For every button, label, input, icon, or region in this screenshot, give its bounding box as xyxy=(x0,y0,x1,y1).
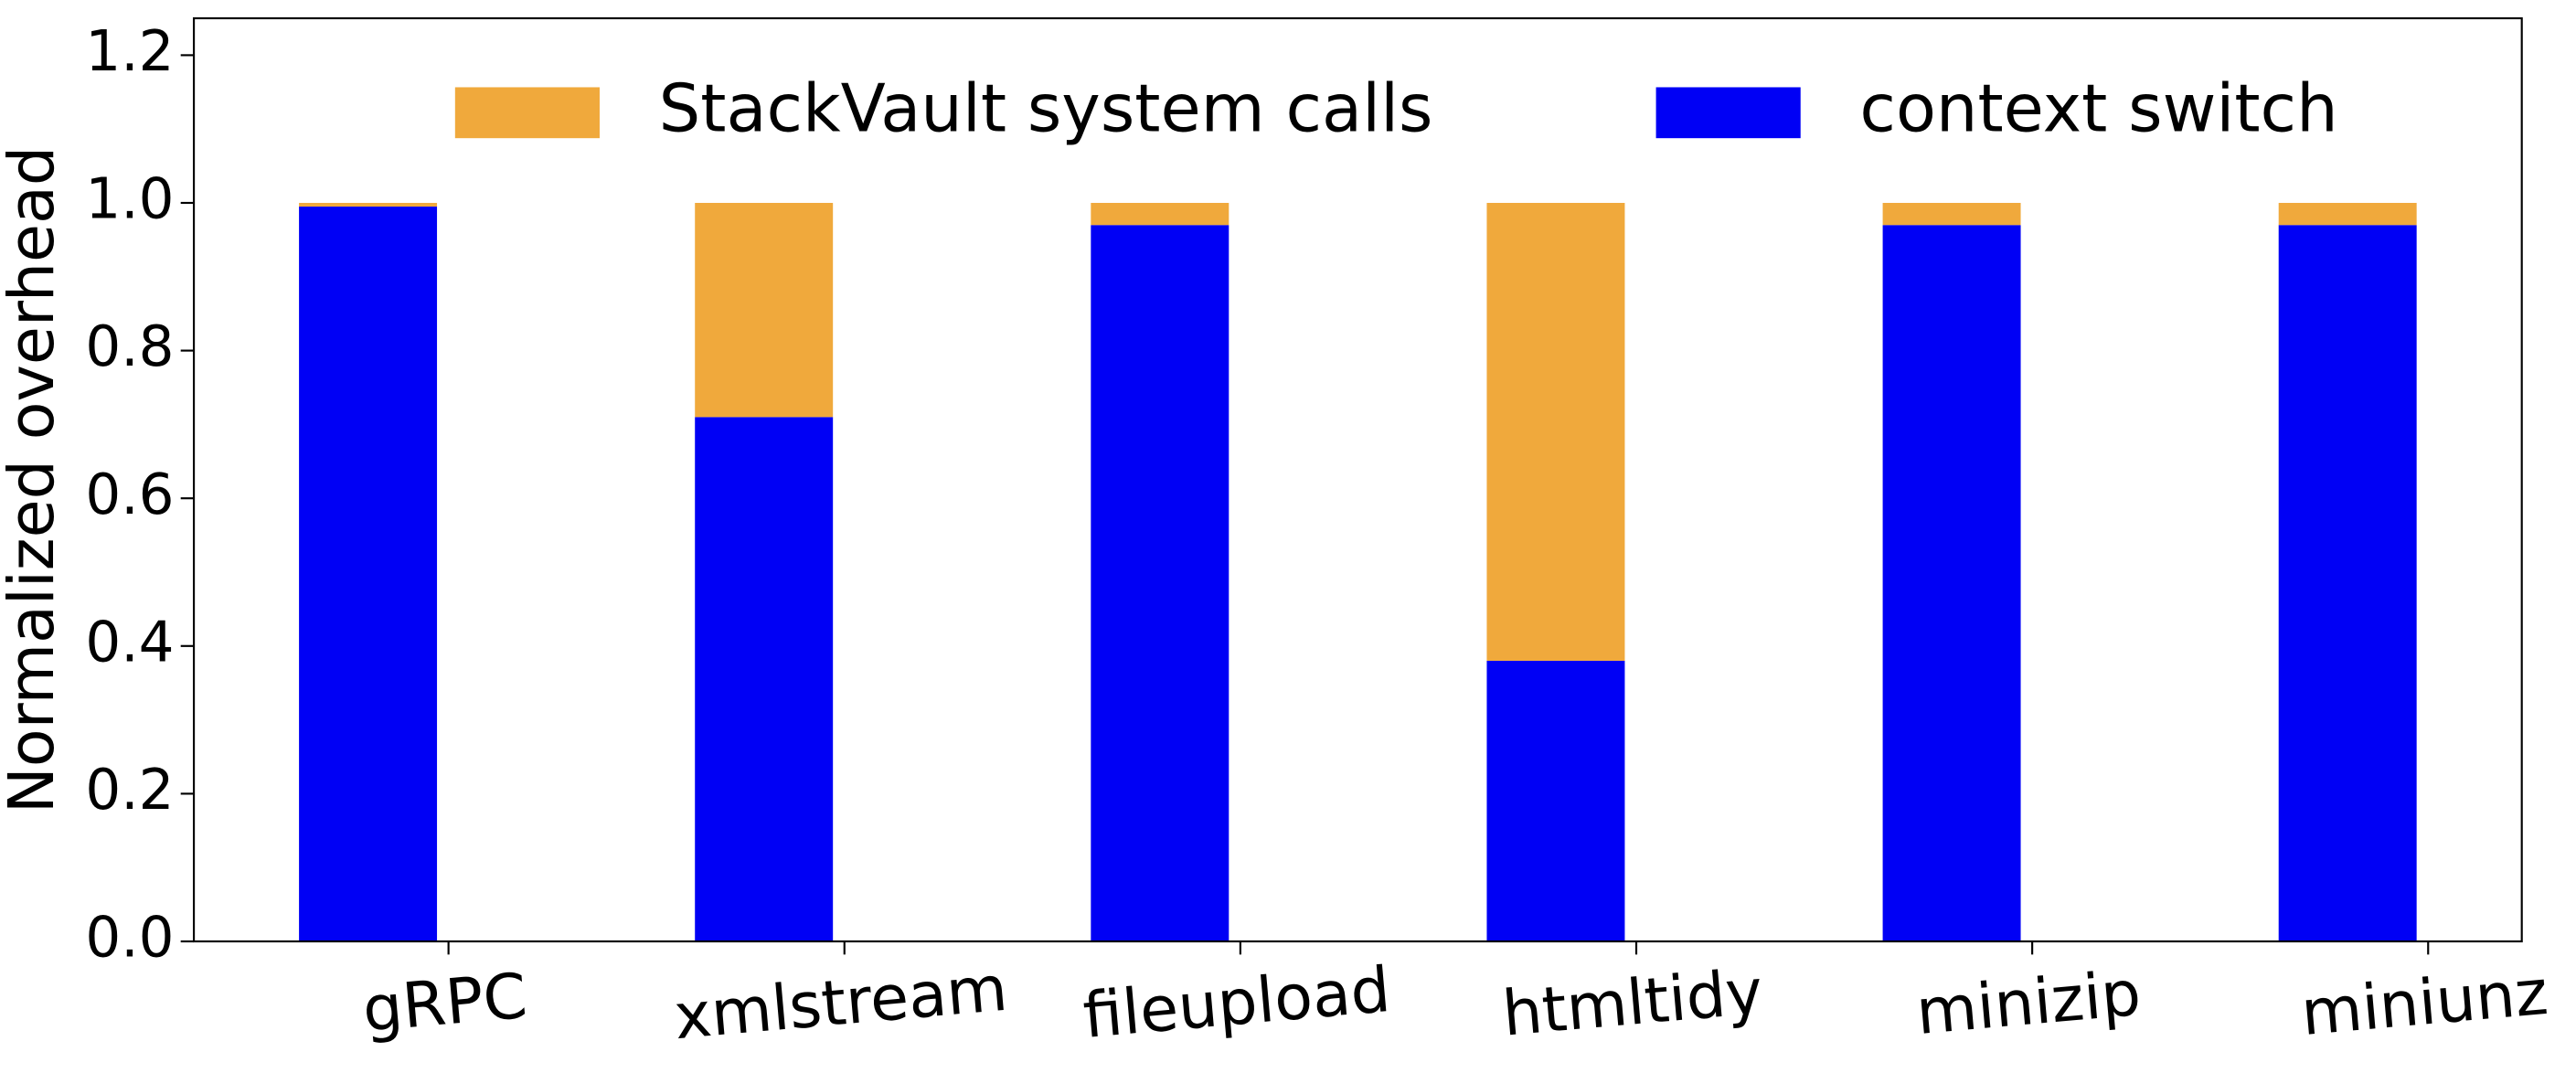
y-tick-label: 0.0 xyxy=(85,906,174,971)
x-tick-label: fileupload xyxy=(1080,954,1393,1053)
legend-swatch xyxy=(1655,87,1801,139)
y-axis-label: Normalized overhead xyxy=(0,146,69,813)
x-tick-label: xmlstream xyxy=(671,953,1010,1055)
bar-segment xyxy=(1091,225,1229,942)
x-tick-label: htmltidy xyxy=(1500,956,1766,1051)
bar-segment xyxy=(695,202,834,418)
bar-segment xyxy=(1882,225,2021,942)
bar-segment xyxy=(1486,660,1625,942)
y-tick-label: 1.2 xyxy=(85,19,174,84)
y-tick-label: 0.6 xyxy=(85,462,174,527)
y-tick-label: 0.4 xyxy=(85,610,174,675)
bar-segment xyxy=(1486,202,1625,661)
bar-segment xyxy=(2278,202,2417,226)
bar-segment xyxy=(299,202,438,207)
bar-segment xyxy=(2278,225,2417,942)
bar-segment xyxy=(1882,202,2021,226)
x-tick-label: gRPC xyxy=(360,961,530,1046)
y-tick-label: 0.8 xyxy=(85,314,174,379)
plot-frame xyxy=(192,16,2523,943)
x-tick-label: minizip xyxy=(1913,958,2144,1049)
bar-segment xyxy=(1091,202,1229,226)
bar-segment xyxy=(695,417,834,942)
x-tick-label: miniunz xyxy=(2298,957,2550,1050)
legend-label: StackVault system calls xyxy=(659,70,1433,147)
y-tick-label: 0.2 xyxy=(85,758,174,823)
bar-segment xyxy=(299,207,438,942)
legend-label: context switch xyxy=(1859,70,2337,147)
y-tick-label: 1.0 xyxy=(85,167,174,232)
legend-swatch xyxy=(454,87,600,139)
